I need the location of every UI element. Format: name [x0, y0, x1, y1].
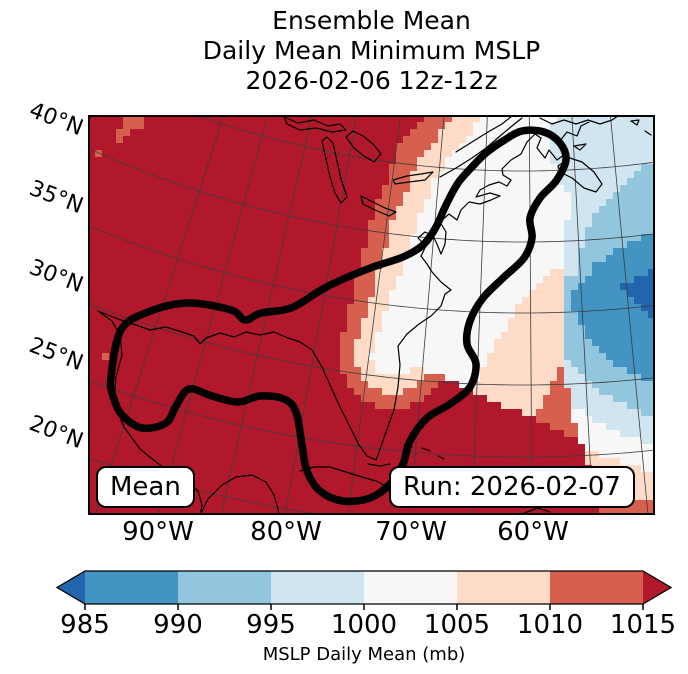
run-label-box: Run: 2026-02-07 [389, 466, 635, 508]
colorbar-tick-label: 995 [246, 610, 296, 640]
x-axis-tick-label: 90°W [122, 517, 194, 547]
title-line-1: Ensemble Mean [272, 6, 471, 35]
colorbar-tick-label: 985 [60, 610, 110, 640]
colorbar-tick-label: 1005 [423, 610, 491, 640]
title-line-3: 2026-02-06 12z-12z [245, 66, 498, 95]
map-border [88, 115, 655, 515]
mean-label-box: Mean [96, 466, 195, 508]
y-axis-tick-label: 35°N [25, 175, 87, 220]
y-axis-tick-label: 20°N [25, 410, 87, 455]
run-label: Run: 2026-02-07 [403, 472, 621, 502]
colorbar [55, 570, 673, 610]
x-axis-tick-label: 60°W [497, 517, 569, 547]
y-axis-tick-label: 40°N [25, 97, 87, 142]
colorbar-axis-label: MSLP Daily Mean (mb) [262, 644, 466, 665]
y-axis-tick-label: 30°N [25, 254, 87, 299]
mean-contour-line [106, 126, 570, 506]
map-canvas [88, 115, 655, 515]
mean-label: Mean [110, 472, 181, 502]
pressure-field-layer [88, 115, 655, 515]
colorbar-tick-label: 1000 [330, 610, 398, 640]
map-panel [88, 115, 655, 515]
colorbar-tick-label: 1010 [516, 610, 584, 640]
colorbar-tick-label: 990 [153, 610, 203, 640]
colorbar-tick-label: 1015 [609, 610, 677, 640]
title-line-2: Daily Mean Minimum MSLP [202, 36, 541, 65]
chart-title: Ensemble Mean Daily Mean Minimum MSLP 20… [88, 6, 655, 96]
y-axis-tick-label: 25°N [25, 332, 87, 377]
x-axis-tick-label: 70°W [375, 517, 447, 547]
x-axis-tick-label: 80°W [250, 517, 322, 547]
